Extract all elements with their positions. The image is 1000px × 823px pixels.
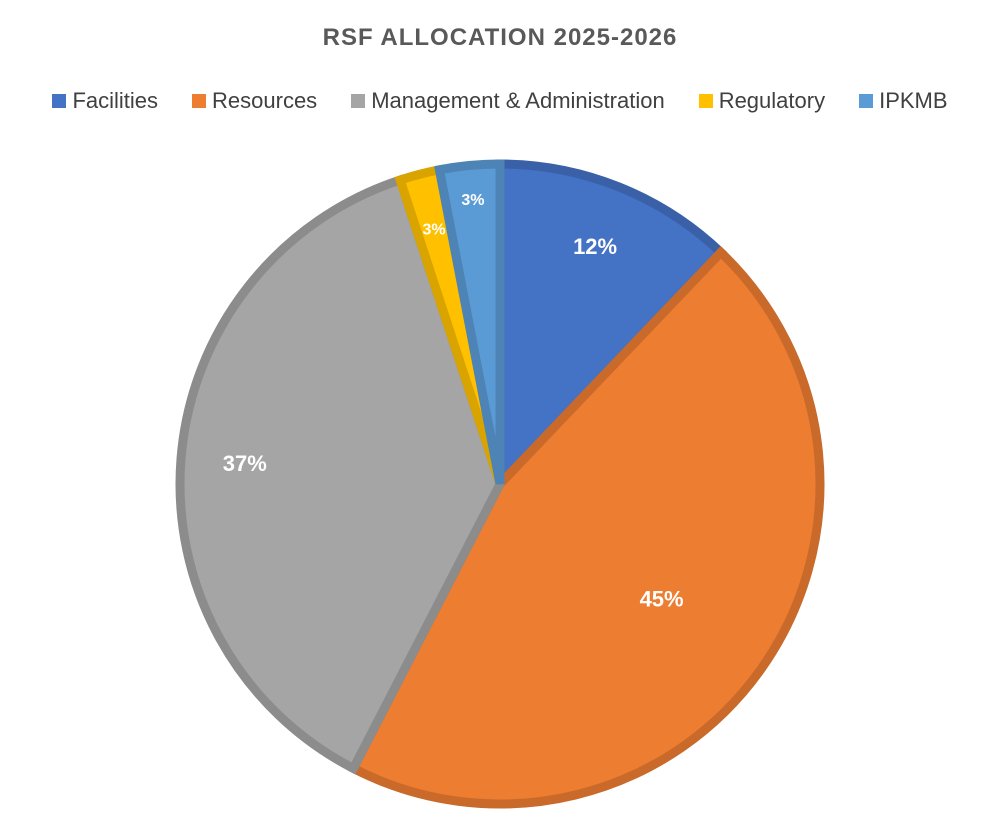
data-label-regulatory: 3%	[423, 222, 446, 239]
legend-swatch-facilities	[52, 94, 67, 108]
pie-data-labels: 12% 45% 37% 3% 3%	[223, 192, 684, 612]
legend-item-facilities: Facilities	[52, 88, 158, 114]
pie-slices	[175, 159, 825, 809]
pie-slice-ipkmb	[434, 159, 505, 485]
legend-swatch-management-administration	[351, 94, 366, 108]
legend-item-management-administration: Management & Administration	[351, 88, 665, 114]
pie-slice-facilities	[495, 159, 728, 496]
legend-label-resources: Resources	[212, 88, 318, 113]
pie-slice-resources	[347, 246, 825, 809]
legend-label-ipkmb: IPKMB	[879, 88, 948, 113]
data-label-ipkmb: 3%	[461, 192, 484, 209]
legend-label-management-administration: Management & Administration	[371, 88, 665, 113]
legend-label-regulatory: Regulatory	[718, 88, 826, 113]
legend-swatch-ipkmb	[859, 94, 874, 108]
legend-item-ipkmb: IPKMB	[859, 88, 948, 114]
chart-legend: Facilities Resources Management & Admini…	[0, 88, 1000, 114]
legend-item-regulatory: Regulatory	[698, 88, 826, 114]
legend-swatch-regulatory	[698, 94, 713, 108]
legend-swatch-resources	[192, 94, 207, 108]
legend-label-facilities: Facilities	[72, 88, 159, 113]
data-label-resources: 45%	[640, 587, 684, 612]
pie-slice-management-administration	[175, 174, 505, 775]
legend-item-resources: Resources	[192, 88, 317, 114]
data-label-management-administration: 37%	[223, 451, 267, 476]
data-label-facilities: 12%	[573, 234, 617, 259]
chart-title: RSF ALLOCATION 2025-2026	[322, 24, 678, 51]
